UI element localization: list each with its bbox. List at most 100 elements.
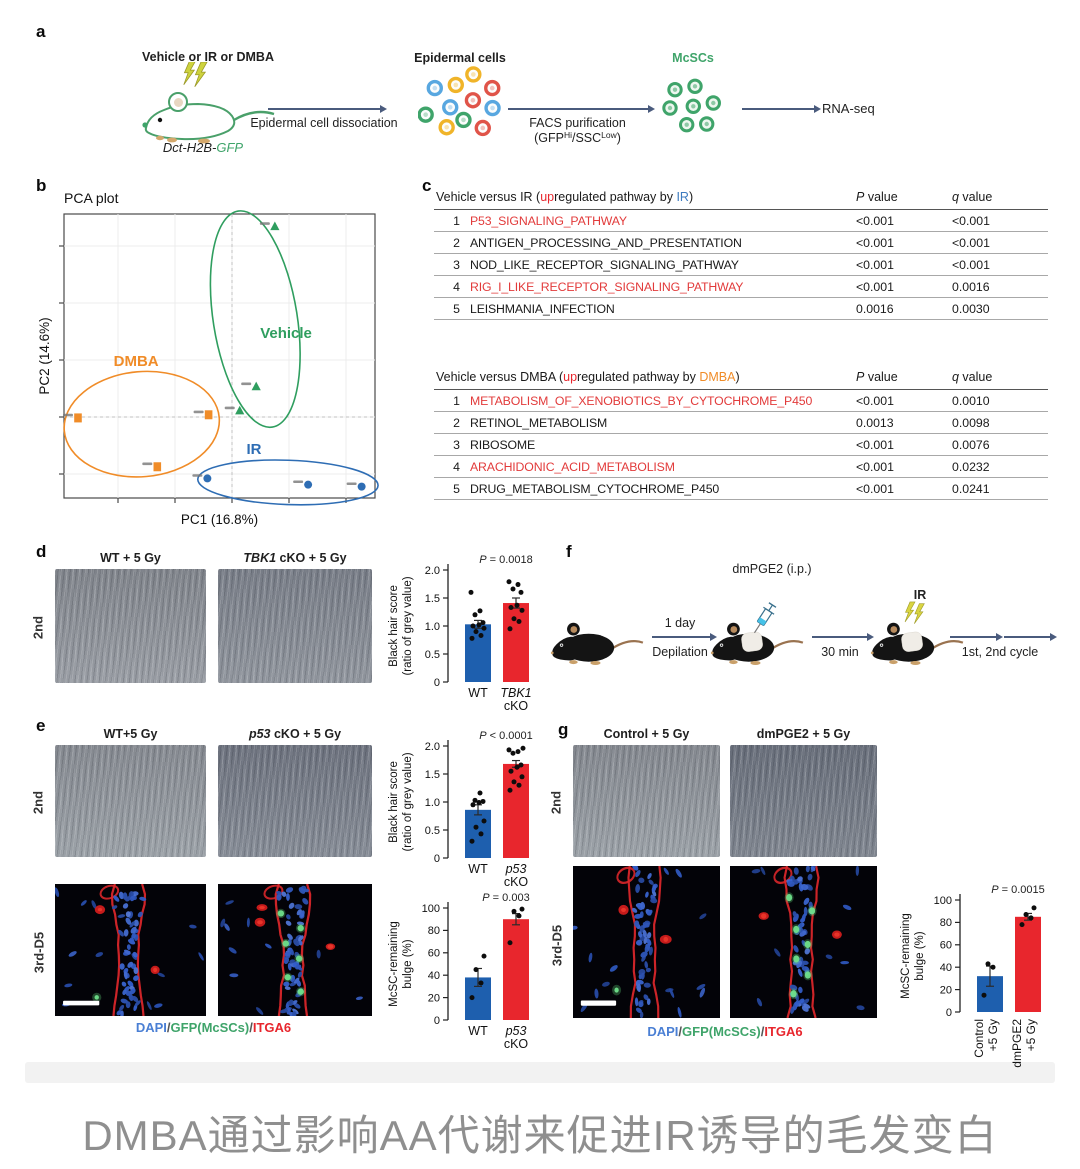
svg-text:0: 0 bbox=[946, 1007, 952, 1019]
pathway-row: 2 ANTIGEN_PROCESSING_AND_PRESENTATION <0.0… bbox=[434, 232, 1048, 254]
svg-text:bulge (%): bulge (%) bbox=[914, 931, 926, 980]
svg-text:0.5: 0.5 bbox=[425, 649, 440, 661]
dissociation-label: Epidermal cell dissociation bbox=[250, 116, 398, 130]
svg-text:60: 60 bbox=[428, 948, 440, 960]
panel-e-row2-label: 3rd-D5 bbox=[31, 931, 47, 974]
svg-text:Vehicle: Vehicle bbox=[260, 325, 312, 342]
svg-text:PCA plot: PCA plot bbox=[64, 190, 119, 206]
svg-text:1.0: 1.0 bbox=[425, 621, 440, 633]
svg-text:1.5: 1.5 bbox=[425, 769, 440, 781]
pathway-row: 5 DRUG_METABOLISM_CYTOCHROME_P450 <0.001 0.… bbox=[434, 478, 1048, 500]
black-hair-score-chart-d: 0 0.5 1.0 1.5 2.0 Black hair score (ratio of g… bbox=[388, 554, 533, 712]
panel-d-image2-title: TBK1 cKO + 5 Gy bbox=[243, 551, 347, 565]
fur-image-g-control bbox=[573, 745, 720, 857]
svg-text:+5 Gy: +5 Gy bbox=[1024, 1019, 1038, 1051]
mcsc-bulge-chart-e: 0 20 40 60 80 100 McSC-remaining bulge (%) WT p53… bbox=[388, 892, 530, 1050]
svg-text:1.0: 1.0 bbox=[425, 797, 440, 809]
fur-image-wt-5gy bbox=[55, 569, 206, 683]
fluorescence-e-wt bbox=[55, 884, 206, 1016]
svg-text:Control: Control bbox=[972, 1019, 986, 1058]
panel-e-label: e bbox=[36, 716, 46, 735]
svg-text:40: 40 bbox=[940, 962, 952, 974]
svg-text:P = 0.003: P = 0.003 bbox=[482, 892, 529, 904]
pathway-row: 4 RIG_I_LIKE_RECEPTOR_SIGNALING_PATHWAY <0… bbox=[434, 276, 1048, 298]
black-hair-score-chart-e: 0 0.5 1.0 1.5 2.0 Black hair score (ratio of g… bbox=[388, 730, 533, 888]
black-mouse-3-ir-icon bbox=[869, 601, 965, 667]
svg-text:60: 60 bbox=[940, 940, 952, 952]
fluorescence-g-dmpge2 bbox=[730, 866, 877, 1018]
ir-label: IR bbox=[913, 588, 927, 602]
svg-text:P = 0.0015: P = 0.0015 bbox=[991, 884, 1045, 896]
svg-text:0: 0 bbox=[434, 1015, 440, 1027]
svg-text:McSC-remaining: McSC-remaining bbox=[388, 921, 400, 1007]
pathway-table-dmba: Vehicle versus DMBA (upregulated pathway… bbox=[434, 370, 1048, 500]
treatment-title: Vehicle or IR or DMBA bbox=[142, 50, 274, 64]
pca-plot: PCA plot Vehicle DMBA IR PC1 (16.8%) PC2 (14.… bbox=[38, 190, 379, 527]
epidermal-cells-title: Epidermal cells bbox=[414, 51, 506, 65]
panel-g-image2-title: dmPGE2 + 5 Gy bbox=[756, 727, 851, 741]
fur-image-tbk1-cko-5gy bbox=[218, 569, 372, 683]
svg-text:cKO: cKO bbox=[504, 1037, 529, 1050]
pathway-table-ir: Vehicle versus IR (upregulated pathway b… bbox=[434, 190, 1048, 320]
epidermal-cells-icon bbox=[418, 66, 501, 137]
thirty-min-label: 30 min bbox=[821, 645, 859, 659]
svg-text:McSC-remaining: McSC-remaining bbox=[900, 913, 912, 999]
gfp-mouse-icon bbox=[142, 62, 275, 144]
pathway-row: 1 METABOLISM_OF_XENOBIOTICS_BY_CYTOCHROME… bbox=[434, 390, 1048, 412]
svg-text:(ratio of grey value): (ratio of grey value) bbox=[402, 576, 414, 675]
svg-text:40: 40 bbox=[428, 970, 440, 982]
panel-e-image1-title: WT+5 Gy bbox=[103, 727, 158, 741]
svg-text:2.0: 2.0 bbox=[425, 741, 440, 753]
arrow-cycle-2 bbox=[1004, 633, 1057, 640]
arrow-cycle-1 bbox=[950, 633, 1003, 640]
pathway-row: 5 LEISHMANIA_INFECTION 0.0016 0.0030 bbox=[434, 298, 1048, 320]
pathway-row: 4 ARACHIDONIC_ACID_METABOLISM <0.001 0.0232 bbox=[434, 456, 1048, 478]
svg-text:Black hair score: Black hair score bbox=[388, 585, 400, 667]
panel-g-stain-caption: DAPI/GFP(McSCs)/ITGA6 bbox=[647, 1024, 803, 1039]
svg-text:WT: WT bbox=[468, 1024, 488, 1038]
arrow-depilation bbox=[652, 633, 717, 640]
depilation-label: Depilation bbox=[652, 645, 708, 659]
fluorescence-e-p53cko bbox=[218, 884, 372, 1016]
rnaseq-label: RNA-seq bbox=[822, 101, 875, 116]
svg-text:cKO: cKO bbox=[504, 875, 529, 888]
cycle-label: 1st, 2nd cycle bbox=[961, 645, 1039, 659]
svg-text:1.5: 1.5 bbox=[425, 593, 440, 605]
panel-e-row1-label: 2nd bbox=[30, 790, 46, 815]
black-mouse-1-icon bbox=[549, 621, 645, 667]
panel-b-label: b bbox=[36, 176, 47, 195]
arrow-dissociation bbox=[268, 105, 387, 112]
svg-text:DMBA: DMBA bbox=[114, 353, 159, 370]
fur-image-g-dmpge2 bbox=[730, 745, 877, 857]
svg-text:P = 0.0018: P = 0.0018 bbox=[479, 554, 533, 566]
fur-image-e-wt bbox=[55, 745, 206, 857]
svg-text:2.0: 2.0 bbox=[425, 565, 440, 577]
arrow-30min bbox=[812, 633, 874, 640]
svg-text:80: 80 bbox=[428, 925, 440, 937]
svg-text:dmPGE2: dmPGE2 bbox=[1010, 1019, 1024, 1068]
one-day-label: 1 day bbox=[664, 616, 696, 630]
svg-text:IR: IR bbox=[247, 441, 262, 458]
pathway-row: 1 P53_SIGNALING_PATHWAY <0.001 <0.001 bbox=[434, 210, 1048, 232]
panel-g-image1-title: Control + 5 Gy bbox=[603, 727, 690, 741]
fluorescence-g-control bbox=[573, 866, 720, 1018]
svg-text:20: 20 bbox=[428, 992, 440, 1004]
dmpge2-injection-label: dmPGE2 (i.p.) bbox=[732, 562, 812, 576]
pathway-row: 3 NOD_LIKE_RECEPTOR_SIGNALING_PATHWAY <0.0… bbox=[434, 254, 1048, 276]
svg-text:TBK1: TBK1 bbox=[500, 686, 531, 700]
svg-text:Black hair score: Black hair score bbox=[388, 761, 400, 843]
figure-caption: DMBA通过影响AA代谢来促进IR诱导的毛发变白 bbox=[82, 1112, 998, 1159]
panel-g-row1-label: 2nd bbox=[548, 790, 564, 815]
svg-text:(ratio of grey value): (ratio of grey value) bbox=[402, 752, 414, 851]
svg-text:0.5: 0.5 bbox=[425, 825, 440, 837]
mouse-genotype-label: Dct-H2B-GFP bbox=[162, 140, 244, 155]
svg-text:+5 Gy: +5 Gy bbox=[986, 1019, 1000, 1051]
svg-text:0: 0 bbox=[434, 853, 440, 865]
pathway-row: 2 RETINOL_METABOLISM 0.0013 0.0098 bbox=[434, 412, 1048, 434]
panel-g-row2-label: 3rd-D5 bbox=[549, 924, 565, 967]
svg-text:PC2 (14.6%): PC2 (14.6%) bbox=[38, 317, 52, 394]
panel-e-stain-caption: DAPI/GFP(McSCs)/ITGA6 bbox=[135, 1020, 292, 1035]
svg-text:PC1 (16.8%): PC1 (16.8%) bbox=[181, 512, 258, 527]
svg-text:p53: p53 bbox=[505, 862, 527, 876]
